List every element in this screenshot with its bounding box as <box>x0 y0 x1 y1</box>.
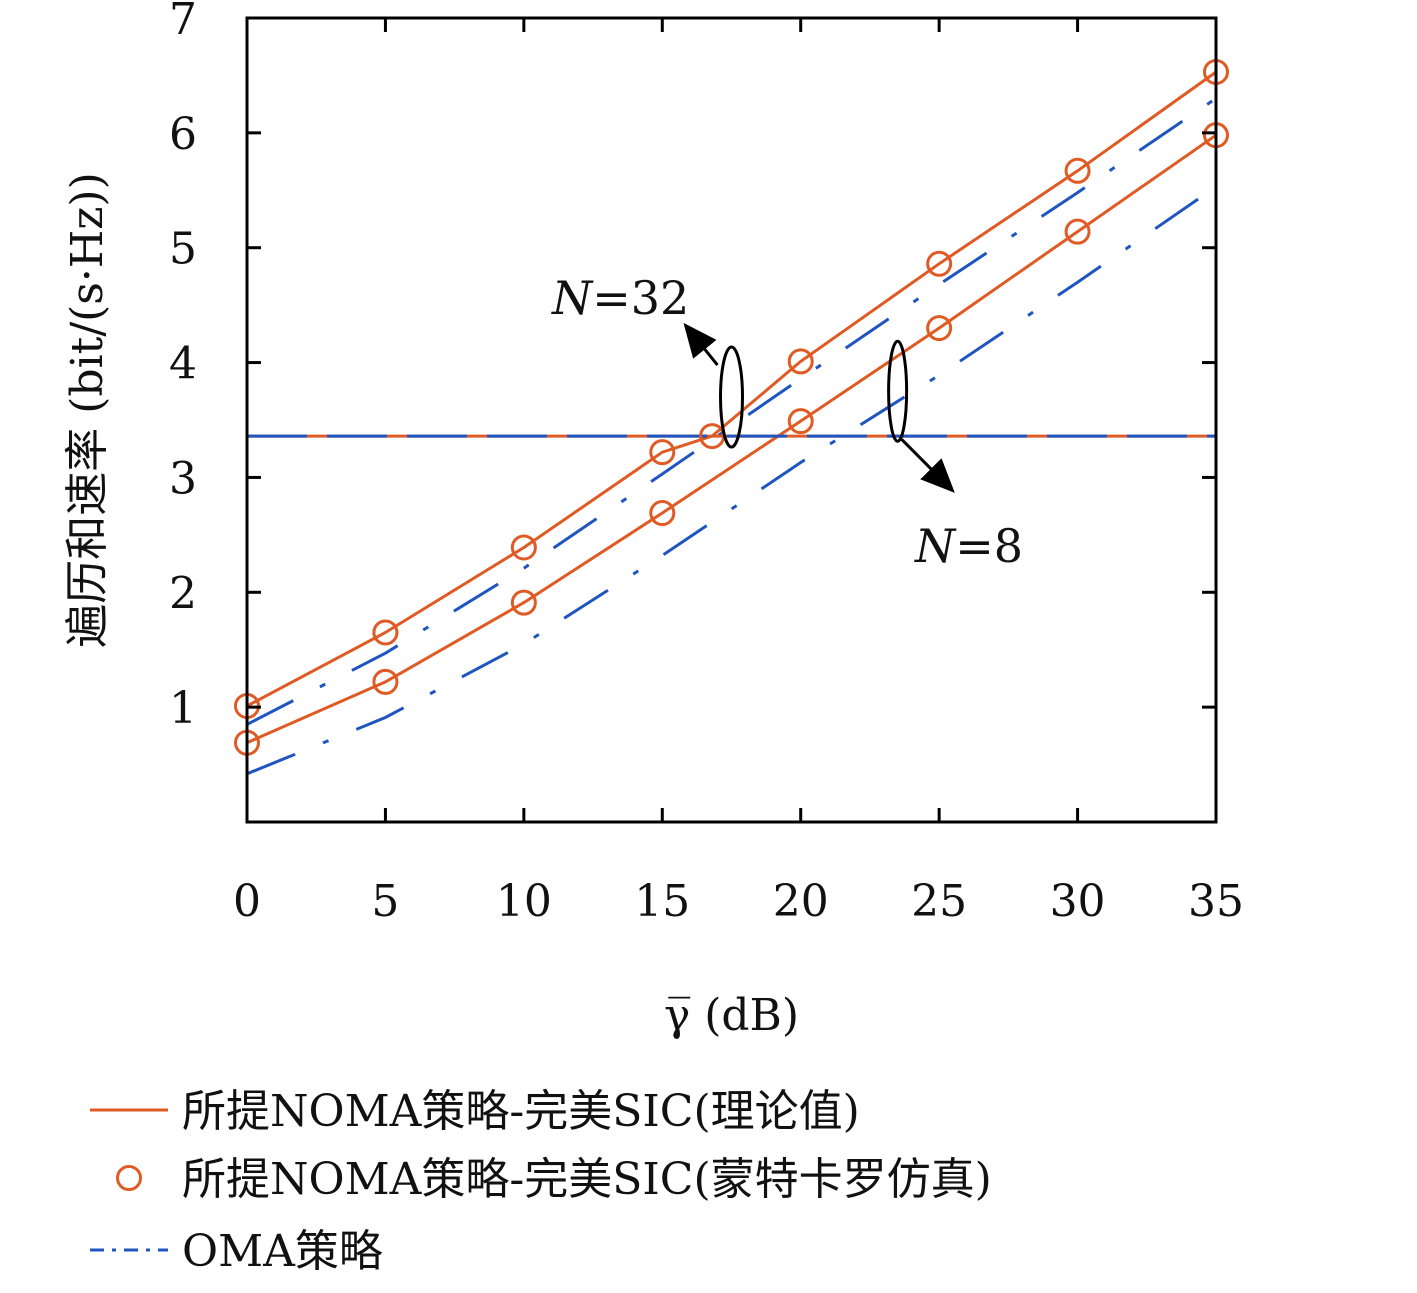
monte-carlo-point-n8 <box>372 668 399 695</box>
annotations: N=32N=8 <box>551 271 1023 573</box>
monte-carlo-point-n8 <box>787 408 814 435</box>
x-tick-label: 35 <box>1188 876 1244 927</box>
monte-carlo-point-n32 <box>510 534 537 561</box>
arrow-n8 <box>900 438 955 493</box>
plot-area <box>234 58 1229 776</box>
x-tick-label: 15 <box>634 876 690 927</box>
monte-carlo-point-n8 <box>649 500 676 527</box>
group-ellipse-n8 <box>887 339 909 443</box>
legend-label: 所提NOMA策略-完美SIC(理论值) <box>182 1086 860 1137</box>
x-tick-label: 20 <box>773 876 829 927</box>
annotation-n8-italic: N <box>914 519 957 573</box>
y-tick-label: 4 <box>169 339 197 390</box>
oma-line-n32 <box>246 97 1217 726</box>
monte-carlo-point-n8 <box>926 315 953 342</box>
group-ellipse-n32 <box>719 345 744 449</box>
x-tick-label: 25 <box>911 876 967 927</box>
monte-carlo-point-n32 <box>372 619 399 646</box>
monte-carlo-point-n32 <box>649 439 676 466</box>
monte-carlo-point-n32 <box>926 250 953 277</box>
x-tick-label: 0 <box>233 876 261 927</box>
legend: 所提NOMA策略-完美SIC(理论值) 所提NOMA策略-完美SIC(蒙特卡罗仿真… <box>90 1086 992 1277</box>
y-tick-label: 7 <box>169 0 197 45</box>
annotation-n32: N=32 <box>551 271 689 325</box>
y-tick-label: 1 <box>169 683 197 734</box>
plot-frame <box>245 16 1218 824</box>
monte-carlo-point-n8 <box>1064 218 1091 245</box>
monte-carlo-point-n8 <box>510 589 537 616</box>
y-axis-label: 遍历和速率 (bit/(s·Hz)) <box>62 172 113 648</box>
axes <box>245 16 1218 824</box>
x-tick-label: 5 <box>371 876 399 927</box>
annotation-n32-italic: N <box>551 271 594 325</box>
oma-line-n8 <box>246 185 1217 776</box>
legend-label: OMA策略 <box>182 1226 383 1277</box>
y-tick-label: 5 <box>169 224 197 275</box>
annotation-n8-rest: =8 <box>955 519 1023 573</box>
x-tick-label: 30 <box>1050 876 1106 927</box>
monte-carlo-point-n32 <box>787 348 814 375</box>
y-tick-label: 2 <box>169 568 197 619</box>
noma-theory-line-n8 <box>246 133 1217 745</box>
legend-swatch-montecarlo <box>116 1165 142 1191</box>
legend-label: 所提NOMA策略-完美SIC(蒙特卡罗仿真) <box>182 1154 992 1205</box>
y-tick-label: 3 <box>169 453 197 504</box>
y-tick-label: 6 <box>169 109 197 160</box>
tick-labels: 0 5 10 15 20 25 30 35 1 2 3 4 5 6 7 γ̅ (dB) 遍历和速率 (bit/(… <box>62 0 1244 1041</box>
annotation-n32-rest: =32 <box>592 271 689 325</box>
arrow-n32 <box>683 322 719 366</box>
x-tick-label: 10 <box>496 876 552 927</box>
monte-carlo-point-n32 <box>1064 157 1091 184</box>
annotation-n8: N=8 <box>914 519 1023 573</box>
x-axis-label: γ̅ (dB) <box>664 990 799 1041</box>
noma-theory-line-n32 <box>246 70 1217 708</box>
